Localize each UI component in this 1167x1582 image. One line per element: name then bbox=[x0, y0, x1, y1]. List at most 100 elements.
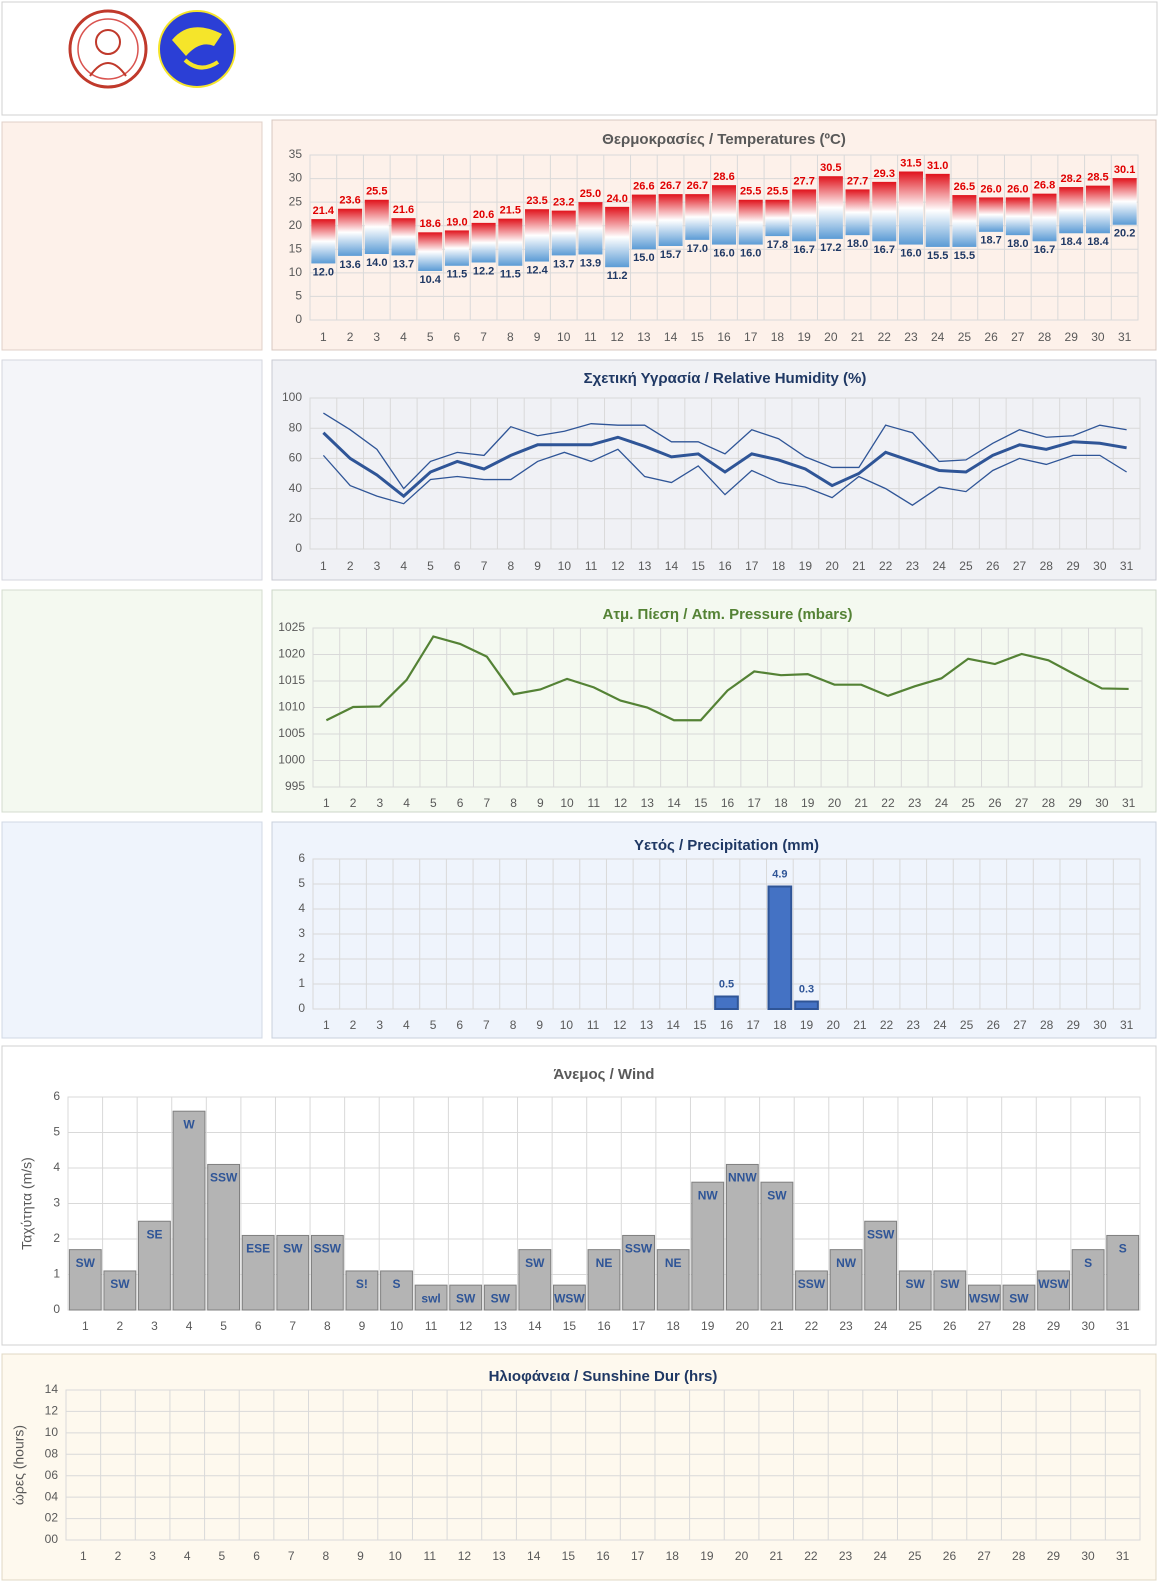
y-tick-label: 10 bbox=[45, 1425, 59, 1439]
x-tick-label: 4 bbox=[184, 1549, 191, 1563]
y-tick-label: 1025 bbox=[278, 620, 305, 634]
x-tick-label: 30 bbox=[1093, 1018, 1107, 1032]
x-tick-label: 14 bbox=[527, 1549, 541, 1563]
min-label: 11.5 bbox=[500, 269, 521, 281]
x-tick-label: 25 bbox=[960, 1018, 974, 1032]
x-tick-label: 18 bbox=[666, 1319, 680, 1333]
max-label: 23.2 bbox=[553, 197, 574, 209]
direction-label: SSW bbox=[210, 1171, 238, 1185]
x-tick-label: 28 bbox=[1012, 1549, 1026, 1563]
chart-title: Άνεμος / Wind bbox=[554, 1066, 655, 1083]
x-tick-label: 13 bbox=[637, 330, 651, 344]
x-tick-label: 23 bbox=[839, 1319, 853, 1333]
x-tick-label: 9 bbox=[357, 1549, 364, 1563]
direction-label: S bbox=[1084, 1256, 1092, 1270]
x-tick-label: 17 bbox=[631, 1549, 645, 1563]
direction-label: SW bbox=[767, 1188, 787, 1202]
x-tick-label: 24 bbox=[933, 1018, 947, 1032]
bar bbox=[1106, 1234, 1140, 1311]
y-tick-label: 3 bbox=[53, 1196, 60, 1210]
x-tick-label: 3 bbox=[149, 1549, 156, 1563]
bar bbox=[241, 1234, 275, 1311]
x-tick-label: 12 bbox=[611, 559, 625, 573]
temperature-bar bbox=[1059, 187, 1084, 234]
direction-label: S bbox=[393, 1277, 401, 1291]
x-tick-label: 14 bbox=[528, 1319, 542, 1333]
bar bbox=[829, 1249, 863, 1311]
x-tick-label: 4 bbox=[400, 559, 407, 573]
x-tick-label: 16 bbox=[720, 1018, 734, 1032]
x-tick-label: 20 bbox=[827, 1018, 841, 1032]
max-label: 21.4 bbox=[313, 205, 335, 217]
direction-label: WSW bbox=[554, 1291, 585, 1305]
x-tick-label: 28 bbox=[1040, 1018, 1054, 1032]
bar bbox=[691, 1181, 725, 1311]
x-tick-label: 25 bbox=[959, 559, 973, 573]
x-tick-label: 17 bbox=[746, 1018, 760, 1032]
temperature-bar bbox=[391, 218, 416, 256]
x-tick-label: 12 bbox=[613, 1018, 627, 1032]
y-tick-label: 2 bbox=[53, 1231, 60, 1245]
max-label: 23.6 bbox=[339, 195, 360, 207]
y-tick-label: 2 bbox=[298, 951, 305, 965]
max-label: 25.0 bbox=[580, 188, 601, 200]
direction-label: WSW bbox=[1038, 1277, 1069, 1291]
x-tick-label: 31 bbox=[1116, 1319, 1130, 1333]
max-label: 25.5 bbox=[740, 186, 761, 198]
min-label: 11.2 bbox=[607, 270, 628, 282]
logo-lab bbox=[158, 10, 236, 88]
x-tick-label: 21 bbox=[770, 1319, 784, 1333]
line-series bbox=[323, 412, 1127, 490]
y-tick-label: 1005 bbox=[278, 726, 305, 740]
max-label: 29.3 bbox=[874, 168, 895, 180]
x-tick-label: 11 bbox=[587, 1018, 600, 1032]
direction-label: NW bbox=[836, 1256, 857, 1270]
y-tick-label: 30 bbox=[289, 171, 303, 185]
min-label: 10.4 bbox=[419, 274, 441, 286]
x-tick-label: 24 bbox=[874, 1319, 888, 1333]
y-tick-label: 80 bbox=[289, 420, 303, 434]
bar bbox=[933, 1270, 967, 1311]
x-tick-label: 22 bbox=[805, 1319, 819, 1333]
panel bbox=[1, 1353, 1157, 1581]
y-tick-label: 1015 bbox=[278, 673, 305, 687]
y-tick-label: 100 bbox=[282, 390, 302, 404]
x-tick-label: 10 bbox=[560, 1018, 574, 1032]
x-tick-label: 10 bbox=[390, 1319, 404, 1333]
x-tick-label: 22 bbox=[878, 330, 892, 344]
min-label: 11.5 bbox=[446, 269, 467, 281]
chart-title: Σχετική Υγρασία / Relative Humidity (%) bbox=[584, 370, 867, 387]
bar bbox=[103, 1270, 137, 1311]
bar bbox=[380, 1270, 413, 1311]
x-tick-label: 23 bbox=[908, 796, 922, 810]
x-tick-label: 19 bbox=[801, 796, 815, 810]
min-label: 13.6 bbox=[339, 259, 360, 271]
temperature-bar bbox=[578, 202, 603, 255]
x-tick-label: 5 bbox=[427, 330, 434, 344]
y-tick-label: 6 bbox=[298, 851, 305, 865]
x-tick-label: 6 bbox=[454, 559, 461, 573]
min-label: 18.4 bbox=[1061, 236, 1083, 248]
x-tick-label: 8 bbox=[324, 1319, 331, 1333]
direction-label: SE bbox=[146, 1227, 162, 1241]
max-label: 30.5 bbox=[820, 162, 841, 174]
x-tick-label: 30 bbox=[1081, 1319, 1095, 1333]
x-tick-label: 27 bbox=[1011, 330, 1025, 344]
y-tick-label: 08 bbox=[45, 1446, 59, 1460]
y-tick-label: 1000 bbox=[278, 753, 305, 767]
x-tick-label: 14 bbox=[664, 330, 678, 344]
chart-title: Υετός / Precipitation (mm) bbox=[634, 837, 819, 854]
x-tick-label: 29 bbox=[1066, 559, 1080, 573]
x-tick-label: 21 bbox=[851, 330, 865, 344]
x-tick-label: 8 bbox=[510, 1018, 517, 1032]
direction-label: WSW bbox=[969, 1291, 1000, 1305]
bar bbox=[449, 1284, 483, 1311]
x-tick-label: 18 bbox=[772, 559, 786, 573]
x-tick-label: 23 bbox=[906, 559, 920, 573]
direction-label: ESE bbox=[246, 1242, 270, 1256]
y-tick-label: 0 bbox=[53, 1302, 60, 1316]
x-tick-label: 15 bbox=[692, 559, 706, 573]
temperature-bar bbox=[551, 210, 576, 256]
value-label: 0.5 bbox=[719, 978, 734, 990]
direction-label: SW bbox=[110, 1277, 130, 1291]
